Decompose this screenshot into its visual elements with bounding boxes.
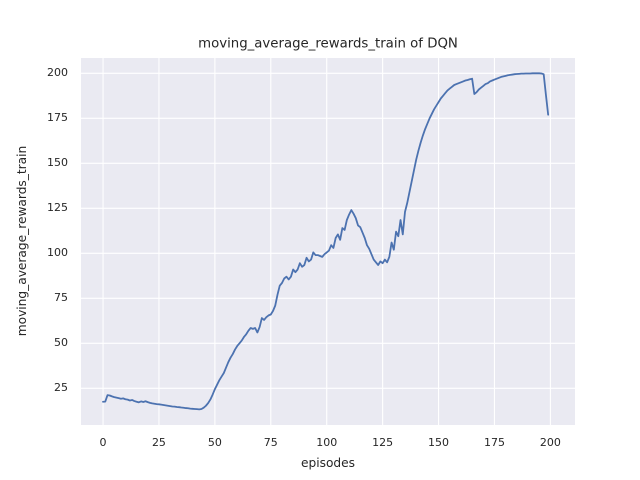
y-tick-label: 150 bbox=[47, 156, 68, 170]
x-tick-label: 125 bbox=[372, 436, 394, 449]
y-tick-label: 125 bbox=[47, 201, 68, 215]
x-tick-label: 200 bbox=[539, 436, 561, 449]
chart-title: moving_average_rewards_train of DQN bbox=[198, 36, 458, 52]
line-plot bbox=[81, 58, 575, 425]
y-tick-label: 75 bbox=[54, 291, 68, 305]
x-tick-label: 50 bbox=[207, 436, 222, 449]
y-tick-label: 50 bbox=[54, 336, 68, 350]
y-tick-label: 25 bbox=[54, 381, 68, 395]
y-tick-label: 200 bbox=[47, 66, 68, 80]
y-tick-label: 175 bbox=[47, 111, 68, 125]
plot-area bbox=[81, 58, 575, 425]
x-tick-label: 75 bbox=[263, 436, 278, 449]
y-tick-label: 100 bbox=[47, 246, 68, 260]
x-tick-label: 100 bbox=[316, 436, 338, 449]
x-tick-label: 175 bbox=[483, 436, 505, 449]
x-tick-label: 0 bbox=[99, 436, 107, 449]
x-tick-label: 25 bbox=[151, 436, 166, 449]
y-axis-label: moving_average_rewards_train bbox=[15, 145, 29, 337]
x-axis-label: episodes bbox=[300, 456, 356, 470]
data-line bbox=[102, 72, 550, 411]
x-tick-label: 150 bbox=[428, 436, 450, 449]
